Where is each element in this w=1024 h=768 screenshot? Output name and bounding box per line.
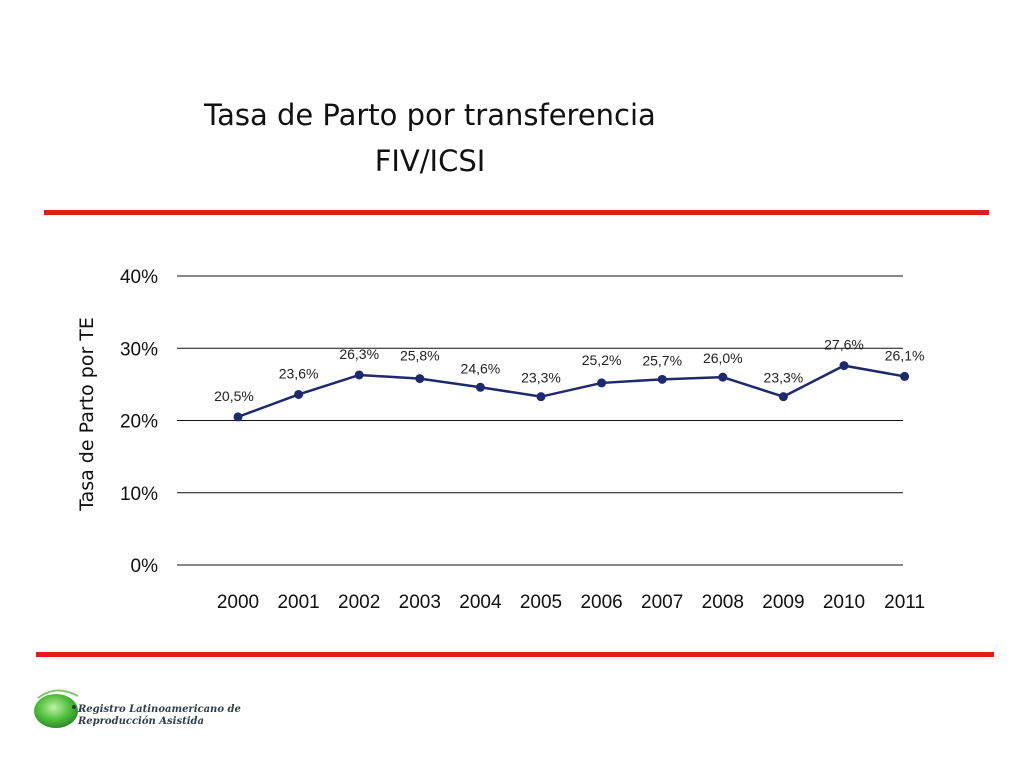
- logo-line-2: Reproducción Asistida: [78, 716, 204, 727]
- logo-line-1: Registro Latinoamericano de: [78, 704, 241, 715]
- data-label: 26,1%: [885, 347, 925, 363]
- data-point: [354, 370, 364, 380]
- x-tick-label: 2001: [277, 592, 319, 613]
- x-tick-label: 2006: [580, 592, 622, 613]
- data-label: 25,8%: [400, 348, 440, 364]
- y-tick-label: 40%: [120, 267, 158, 288]
- data-label: 23,3%: [521, 370, 561, 386]
- x-tick-label: 2004: [459, 592, 502, 613]
- x-tick-label: 2008: [702, 592, 744, 613]
- title-line-1: Tasa de Parto por transferencia: [204, 98, 656, 132]
- x-tick-label: 2003: [399, 592, 441, 613]
- data-point: [900, 371, 910, 381]
- page-title: Tasa de Parto por transferencia FIV/ICSI: [170, 92, 690, 184]
- data-point: [718, 372, 728, 382]
- green-circle-logo-icon: [34, 689, 79, 728]
- x-tick-label: 2005: [520, 592, 562, 613]
- data-point: [475, 382, 485, 392]
- data-point: [233, 412, 243, 422]
- data-label: 20,5%: [214, 388, 254, 404]
- x-tick-label: 2000: [217, 592, 259, 613]
- data-point: [839, 361, 849, 371]
- bottom-red-rule: [36, 652, 994, 657]
- y-tick-label: 30%: [120, 339, 158, 360]
- data-label: 25,7%: [642, 352, 682, 368]
- data-label: 23,3%: [764, 370, 804, 386]
- x-tick-label: 2007: [641, 592, 683, 613]
- logo-text: Registro Latinoamericano de Reproducción…: [78, 704, 241, 728]
- data-label: 23,6%: [279, 365, 319, 381]
- y-tick-label: 10%: [120, 484, 158, 505]
- series-line: [237, 364, 905, 419]
- data-point: [294, 389, 304, 399]
- x-tick-label: 2011: [884, 592, 925, 613]
- data-label: 24,6%: [461, 360, 501, 376]
- data-label: 27,6%: [824, 337, 864, 353]
- x-tick-label: 2009: [762, 592, 804, 613]
- top-red-rule: [44, 210, 989, 215]
- data-label: 25,2%: [582, 352, 622, 368]
- y-axis-label: Tasa de Parto por TE: [76, 317, 98, 512]
- title-line-2: FIV/ICSI: [374, 144, 486, 178]
- data-point: [536, 392, 546, 402]
- data-label: 26,0%: [703, 350, 743, 366]
- y-tick-label: 20%: [120, 412, 158, 433]
- data-point: [597, 378, 607, 388]
- data-point: [415, 374, 425, 384]
- x-tick-label: 2002: [338, 592, 380, 613]
- data-point: [778, 392, 788, 402]
- y-tick-label: 0%: [131, 556, 159, 577]
- data-label: 26,3%: [339, 346, 379, 362]
- data-point: [657, 374, 667, 384]
- x-tick-label: 2010: [823, 592, 865, 613]
